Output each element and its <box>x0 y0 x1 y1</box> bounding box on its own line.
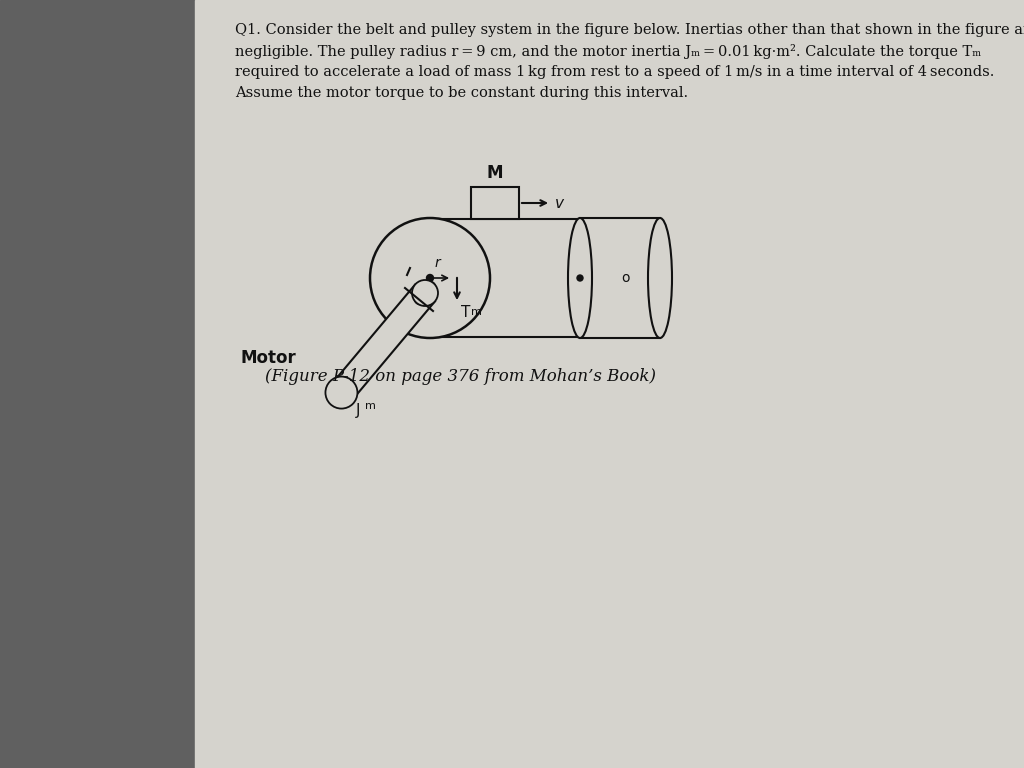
Circle shape <box>326 376 357 409</box>
Bar <box>471 187 519 219</box>
Circle shape <box>577 275 583 281</box>
Circle shape <box>412 280 438 306</box>
Text: o: o <box>621 271 630 285</box>
Text: required to accelerate a load of mass 1 kg from rest to a speed of 1 m/s in a ti: required to accelerate a load of mass 1 … <box>234 65 994 79</box>
Text: m: m <box>471 307 482 317</box>
Polygon shape <box>332 285 435 401</box>
Text: T: T <box>461 305 470 320</box>
Text: r: r <box>435 256 440 270</box>
Circle shape <box>427 274 433 282</box>
Ellipse shape <box>415 282 435 304</box>
Ellipse shape <box>568 218 592 338</box>
Text: Q1. Consider the belt and pulley system in the figure below. Inertias other than: Q1. Consider the belt and pulley system … <box>234 23 1024 37</box>
Text: J: J <box>355 402 360 418</box>
Text: m: m <box>366 401 376 411</box>
Text: M: M <box>486 164 503 182</box>
Bar <box>195 0 1024 768</box>
Circle shape <box>370 218 490 338</box>
Text: Assume the motor torque to be constant during this interval.: Assume the motor torque to be constant d… <box>234 86 688 100</box>
Text: (Figure P-12 on page 376 from Mohan’s Book): (Figure P-12 on page 376 from Mohan’s Bo… <box>265 368 656 385</box>
Ellipse shape <box>331 381 352 404</box>
Text: v: v <box>555 196 564 210</box>
Text: Motor: Motor <box>241 349 296 366</box>
Text: negligible. The pulley radius r = 9 cm, and the motor inertia Jₘ = 0.01 kg·m². C: negligible. The pulley radius r = 9 cm, … <box>234 44 981 59</box>
Bar <box>580 218 660 338</box>
Ellipse shape <box>648 218 672 338</box>
Bar <box>0 0 195 768</box>
